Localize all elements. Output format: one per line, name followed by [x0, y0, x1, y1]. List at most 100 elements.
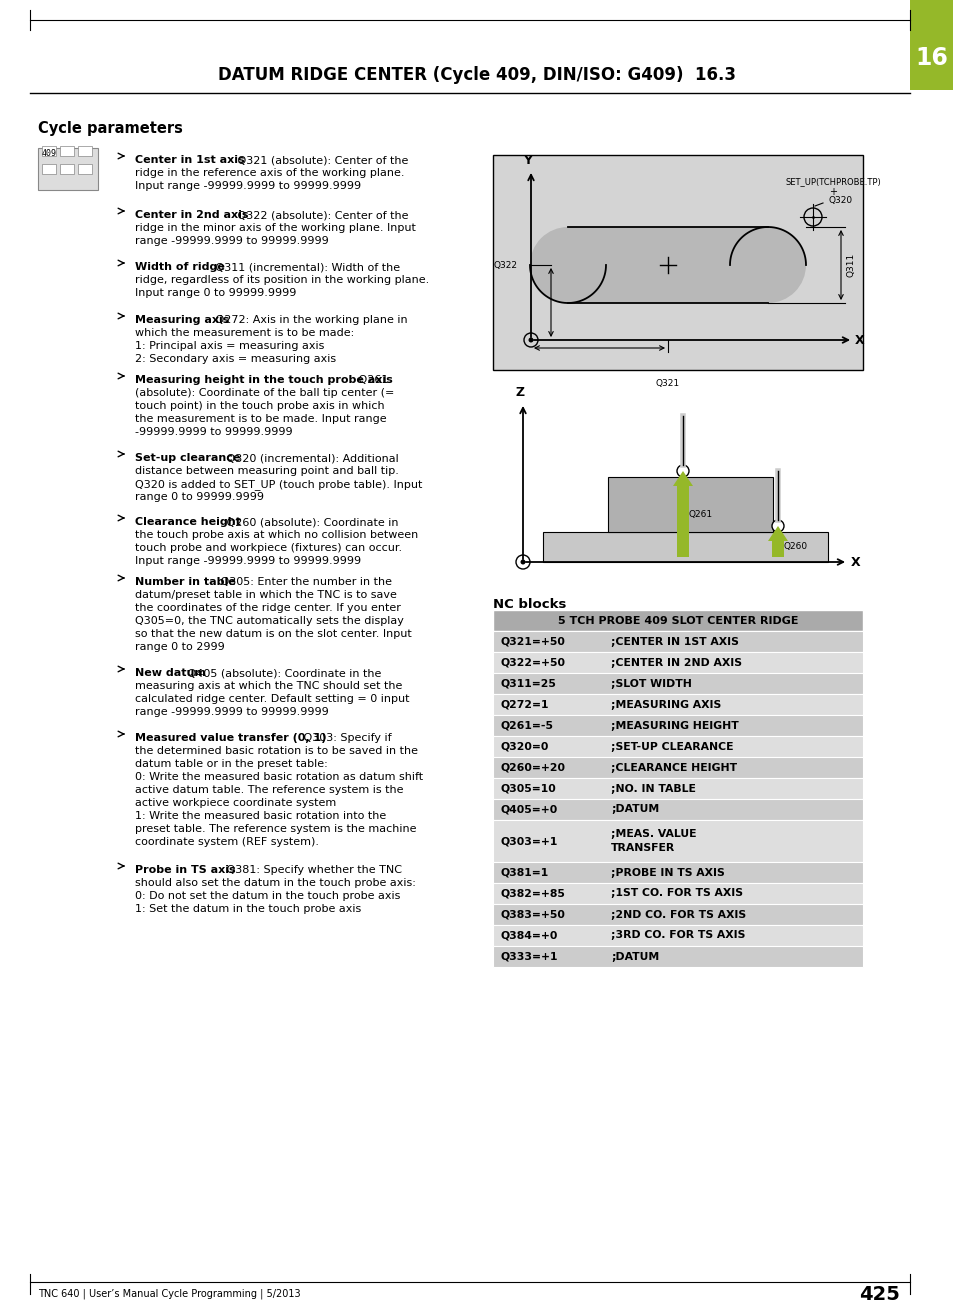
Text: Q320: Q320 — [828, 196, 852, 205]
Text: Q305=0, the TNC automatically sets the display: Q305=0, the TNC automatically sets the d… — [135, 615, 403, 626]
Text: Q381=1: Q381=1 — [500, 868, 549, 877]
Bar — [909, 0, 953, 89]
Text: datum table or in the preset table:: datum table or in the preset table: — [135, 759, 328, 769]
Bar — [42, 146, 56, 156]
Text: ;MEASURING AXIS: ;MEASURING AXIS — [610, 700, 720, 710]
Text: ;DATUM: ;DATUM — [610, 805, 659, 814]
Text: Q311: Q311 — [846, 252, 855, 277]
Text: Q272: Axis in the working plane in: Q272: Axis in the working plane in — [212, 316, 407, 325]
Bar — [493, 800, 862, 821]
Text: 1: Principal axis = measuring axis: 1: Principal axis = measuring axis — [135, 341, 324, 351]
Text: Probe in TS axis: Probe in TS axis — [135, 865, 235, 874]
Text: ridge in the minor axis of the working plane. Input: ridge in the minor axis of the working p… — [135, 224, 416, 233]
Text: ;NO. IN TABLE: ;NO. IN TABLE — [610, 784, 695, 793]
Text: 409: 409 — [42, 149, 57, 158]
Bar — [493, 882, 862, 903]
Text: the determined basic rotation is to be saved in the: the determined basic rotation is to be s… — [135, 746, 417, 756]
Text: Z: Z — [515, 387, 524, 398]
Text: 0: Do not set the datum in the touch probe axis: 0: Do not set the datum in the touch pro… — [135, 892, 400, 901]
Text: Center in 1st axis: Center in 1st axis — [135, 155, 244, 164]
Text: Q320=0: Q320=0 — [500, 742, 549, 751]
FancyArrow shape — [767, 526, 787, 558]
Bar — [493, 778, 862, 800]
Text: range -99999.9999 to 99999.9999: range -99999.9999 to 99999.9999 — [135, 235, 329, 246]
Text: Q322: Q322 — [494, 260, 517, 270]
Text: touch point) in the touch probe axis in which: touch point) in the touch probe axis in … — [135, 401, 384, 412]
Text: -99999.9999 to 99999.9999: -99999.9999 to 99999.9999 — [135, 427, 293, 437]
Text: ;CENTER IN 2ND AXIS: ;CENTER IN 2ND AXIS — [610, 658, 741, 668]
Bar — [493, 673, 862, 694]
Text: +: + — [828, 187, 836, 197]
Text: distance between measuring point and ball tip.: distance between measuring point and bal… — [135, 466, 398, 476]
Text: (absolute): Coordinate of the ball tip center (=: (absolute): Coordinate of the ball tip c… — [135, 388, 394, 398]
Text: Q303=+1: Q303=+1 — [500, 836, 558, 846]
Text: calculated ridge center. Default setting = 0 input: calculated ridge center. Default setting… — [135, 694, 409, 704]
Text: Q322 (absolute): Center of the: Q322 (absolute): Center of the — [233, 210, 408, 220]
Text: Q381: Specify whether the TNC: Q381: Specify whether the TNC — [223, 865, 401, 874]
Text: so that the new datum is on the slot center. Input: so that the new datum is on the slot cen… — [135, 629, 412, 639]
Text: ;CENTER IN 1ST AXIS: ;CENTER IN 1ST AXIS — [610, 636, 739, 647]
Text: the touch probe axis at which no collision between: the touch probe axis at which no collisi… — [135, 530, 417, 540]
Text: Q320 (incremental): Additional: Q320 (incremental): Additional — [223, 452, 398, 463]
Text: 16: 16 — [915, 46, 947, 70]
Text: ;SET-UP CLEARANCE: ;SET-UP CLEARANCE — [610, 742, 733, 751]
Text: Measuring axis: Measuring axis — [135, 316, 229, 325]
Text: range -99999.9999 to 99999.9999: range -99999.9999 to 99999.9999 — [135, 707, 329, 717]
Text: Q303: Specify if: Q303: Specify if — [299, 732, 392, 743]
Text: 2: Secondary axis = measuring axis: 2: Secondary axis = measuring axis — [135, 354, 335, 364]
Text: 0: Write the measured basic rotation as datum shift: 0: Write the measured basic rotation as … — [135, 772, 423, 782]
Text: active datum table. The reference system is the: active datum table. The reference system… — [135, 785, 403, 796]
Text: Q321: Q321 — [656, 379, 679, 388]
Text: ;PROBE IN TS AXIS: ;PROBE IN TS AXIS — [610, 868, 724, 877]
Text: Measured value transfer (0, 1): Measured value transfer (0, 1) — [135, 732, 326, 743]
Text: ridge, regardless of its position in the working plane.: ridge, regardless of its position in the… — [135, 275, 429, 285]
Text: Q260=+20: Q260=+20 — [500, 763, 565, 772]
Text: Measuring height in the touch probe axis: Measuring height in the touch probe axis — [135, 375, 393, 385]
Text: should also set the datum in the touch probe axis:: should also set the datum in the touch p… — [135, 878, 416, 888]
FancyArrow shape — [672, 471, 692, 558]
Text: 1: Set the datum in the touch probe axis: 1: Set the datum in the touch probe axis — [135, 903, 361, 914]
Text: touch probe and workpiece (fixtures) can occur.: touch probe and workpiece (fixtures) can… — [135, 543, 402, 554]
Bar — [42, 164, 56, 174]
Text: Q384=+0: Q384=+0 — [500, 931, 558, 940]
Bar — [60, 146, 74, 156]
Text: active workpiece coordinate system: active workpiece coordinate system — [135, 798, 335, 807]
Circle shape — [520, 559, 525, 564]
Ellipse shape — [530, 227, 605, 302]
Text: range 0 to 99999.9999: range 0 to 99999.9999 — [135, 492, 264, 502]
Bar — [493, 757, 862, 778]
Text: Q382=+85: Q382=+85 — [500, 889, 565, 898]
Bar — [493, 652, 862, 673]
Text: Width of ridge: Width of ridge — [135, 262, 225, 272]
Ellipse shape — [729, 227, 805, 302]
Text: Input range 0 to 99999.9999: Input range 0 to 99999.9999 — [135, 288, 296, 299]
Text: Q333=+1: Q333=+1 — [500, 952, 558, 961]
Circle shape — [677, 466, 688, 477]
Bar — [493, 155, 862, 370]
Text: SET_UP(TCHPROBE.TP): SET_UP(TCHPROBE.TP) — [784, 178, 880, 187]
Text: Q321=+50: Q321=+50 — [500, 636, 565, 647]
Text: ridge in the reference axis of the working plane.: ridge in the reference axis of the worki… — [135, 168, 404, 178]
Text: Input range -99999.9999 to 99999.9999: Input range -99999.9999 to 99999.9999 — [135, 181, 361, 191]
Text: ;MEASURING HEIGHT: ;MEASURING HEIGHT — [610, 721, 738, 731]
Text: datum/preset table in which the TNC is to save: datum/preset table in which the TNC is t… — [135, 590, 396, 600]
Text: the measurement is to be made. Input range: the measurement is to be made. Input ran… — [135, 414, 386, 423]
Bar — [493, 903, 862, 924]
Bar — [493, 945, 862, 967]
Bar — [60, 164, 74, 174]
Text: Q405=+0: Q405=+0 — [500, 805, 558, 814]
Text: Q305: Enter the number in the: Q305: Enter the number in the — [217, 577, 392, 586]
Text: 425: 425 — [859, 1285, 899, 1303]
Text: ;SLOT WIDTH: ;SLOT WIDTH — [610, 679, 691, 689]
Text: Q272=1: Q272=1 — [500, 700, 549, 710]
Text: ;DATUM: ;DATUM — [610, 952, 659, 961]
Text: NC blocks: NC blocks — [493, 597, 566, 610]
Text: 1: Write the measured basic rotation into the: 1: Write the measured basic rotation int… — [135, 811, 386, 821]
Text: preset table. The reference system is the machine: preset table. The reference system is th… — [135, 825, 416, 834]
Bar — [493, 610, 862, 631]
Bar — [493, 924, 862, 945]
Text: ;1ST CO. FOR TS AXIS: ;1ST CO. FOR TS AXIS — [610, 889, 742, 898]
Bar — [493, 715, 862, 736]
Bar — [78, 164, 91, 174]
Text: Q321 (absolute): Center of the: Q321 (absolute): Center of the — [233, 155, 408, 164]
